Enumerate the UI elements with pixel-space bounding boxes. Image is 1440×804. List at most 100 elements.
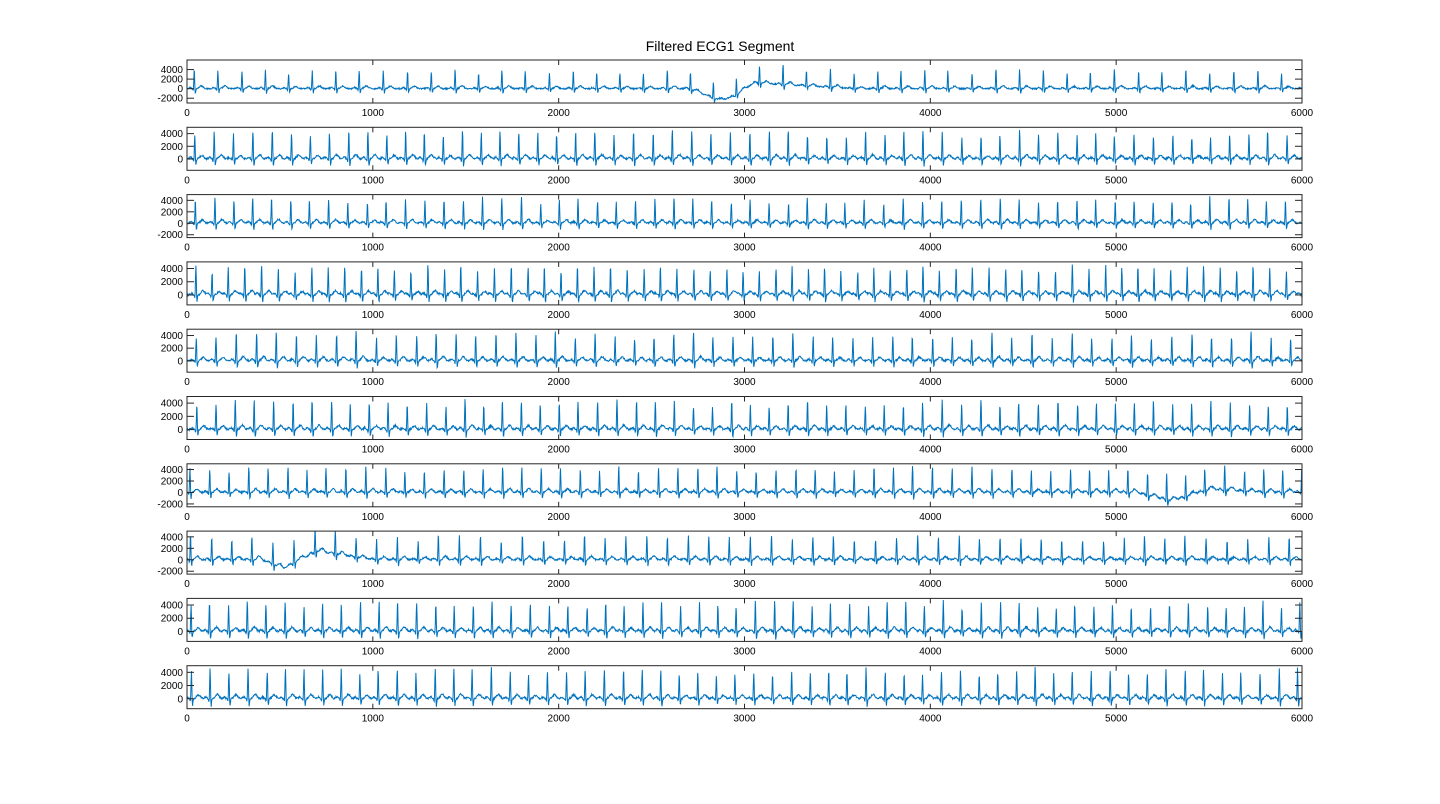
x-tick-label: 5000 — [1105, 512, 1128, 523]
ecg-trace — [187, 599, 1302, 640]
x-tick-label: 1000 — [362, 108, 385, 119]
x-tick-label: 0 — [184, 243, 190, 254]
x-tick-label: 5000 — [1105, 579, 1128, 590]
x-tick-label: 4000 — [919, 646, 942, 657]
y-tick-label: 2000 — [161, 344, 184, 355]
axes-frame — [186, 463, 1303, 508]
ecg-trace — [187, 465, 1302, 506]
x-tick-label: 3000 — [733, 175, 756, 186]
axes-frame — [186, 328, 1303, 373]
x-tick-label: 2000 — [548, 714, 571, 725]
x-tick-label: 6000 — [1291, 108, 1314, 119]
y-tick-label: 4000 — [161, 668, 184, 679]
x-tick-label: 0 — [184, 445, 190, 456]
x-tick-label: 4000 — [919, 377, 942, 388]
x-tick-label: 2000 — [548, 310, 571, 321]
x-tick-label: 5000 — [1105, 175, 1128, 186]
y-tick-label: 4000 — [161, 399, 184, 410]
x-tick-label: 5000 — [1105, 310, 1128, 321]
y-tick-label: 2000 — [161, 477, 184, 488]
x-tick-label: 5000 — [1105, 445, 1128, 456]
ecg-trace — [187, 196, 1302, 231]
x-tick-label: 4000 — [919, 310, 942, 321]
x-tick-label: 3000 — [733, 646, 756, 657]
x-tick-label: 4000 — [919, 512, 942, 523]
axes-frame — [186, 59, 1303, 104]
x-tick-label: 0 — [184, 512, 190, 523]
y-tick-label: 0 — [177, 356, 183, 367]
x-tick-label: 6000 — [1291, 512, 1314, 523]
y-tick-label: -2000 — [157, 230, 183, 241]
ecg-trace — [187, 399, 1302, 439]
x-tick-label: 6000 — [1291, 243, 1314, 254]
x-tick-label: 4000 — [919, 175, 942, 186]
y-tick-label: 2000 — [161, 681, 184, 692]
y-tick-label: -2000 — [157, 499, 183, 510]
y-tick-label: 2000 — [161, 614, 184, 625]
x-tick-label: 0 — [184, 579, 190, 590]
y-tick-label: 0 — [177, 290, 183, 301]
x-tick-label: 4000 — [919, 445, 942, 456]
x-tick-label: 3000 — [733, 579, 756, 590]
y-tick-label: 4000 — [161, 465, 184, 476]
x-tick-label: 2000 — [548, 377, 571, 388]
y-tick-label: 0 — [177, 488, 183, 499]
y-tick-label: 0 — [177, 219, 183, 230]
x-tick-label: 3000 — [733, 108, 756, 119]
y-tick-label: 0 — [177, 84, 183, 95]
x-tick-label: 1000 — [362, 377, 385, 388]
y-tick-label: 2000 — [161, 142, 184, 153]
y-tick-label: 0 — [177, 555, 183, 566]
y-tick-label: 0 — [177, 627, 183, 638]
x-tick-label: 0 — [184, 310, 190, 321]
x-tick-label: 1000 — [362, 579, 385, 590]
x-tick-label: 3000 — [733, 310, 756, 321]
x-tick-label: 6000 — [1291, 310, 1314, 321]
y-tick-label: -2000 — [157, 94, 183, 105]
x-tick-label: 6000 — [1291, 579, 1314, 590]
x-tick-label: 0 — [184, 646, 190, 657]
x-tick-label: 0 — [184, 714, 190, 725]
y-tick-label: 2000 — [161, 207, 184, 218]
x-tick-label: 6000 — [1291, 714, 1314, 725]
x-tick-label: 3000 — [733, 377, 756, 388]
x-tick-label: 2000 — [548, 108, 571, 119]
ecg-trace — [187, 666, 1302, 707]
ecg-trace — [187, 130, 1302, 167]
x-tick-label: 4000 — [919, 579, 942, 590]
y-tick-label: 4000 — [161, 601, 184, 612]
axes-frame — [186, 597, 1303, 642]
x-tick-label: 5000 — [1105, 646, 1128, 657]
x-tick-label: 3000 — [733, 445, 756, 456]
x-tick-label: 4000 — [919, 108, 942, 119]
y-tick-label: 2000 — [161, 544, 184, 555]
subplot-stack: 0 1000 2000 3000 4000 5000 6000-20000200040000… — [157, 59, 1314, 725]
y-tick-label: 0 — [177, 425, 183, 436]
x-tick-label: 0 — [184, 175, 190, 186]
x-tick-label: 6000 — [1291, 175, 1314, 186]
x-tick-label: 3000 — [733, 243, 756, 254]
x-tick-label: 1000 — [362, 243, 385, 254]
x-tick-label: 1000 — [362, 310, 385, 321]
ecg-trace — [187, 330, 1302, 370]
y-tick-label: 4000 — [161, 532, 184, 543]
x-tick-label: 2000 — [548, 243, 571, 254]
axes-frame — [186, 530, 1303, 575]
y-tick-label: 4000 — [161, 196, 184, 207]
x-tick-label: 2000 — [548, 445, 571, 456]
x-tick-label: 2000 — [548, 646, 571, 657]
x-tick-label: 6000 — [1291, 377, 1314, 388]
y-tick-label: 4000 — [161, 331, 184, 342]
y-tick-label: 2000 — [161, 412, 184, 423]
y-tick-label: 4000 — [161, 264, 184, 275]
y-tick-label: 2000 — [161, 75, 184, 86]
